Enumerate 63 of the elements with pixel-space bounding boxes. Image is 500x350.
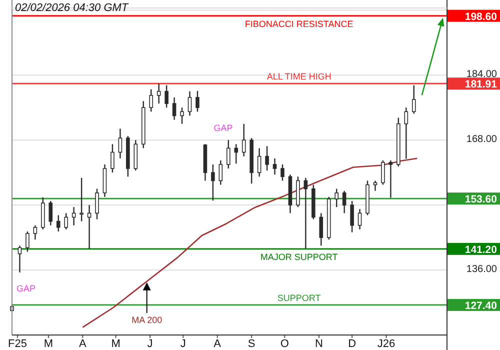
annotation: MAJOR SUPPORT xyxy=(260,252,338,262)
x-tick-label: A xyxy=(78,338,87,350)
candlestick xyxy=(218,160,223,186)
candlestick xyxy=(234,144,238,164)
x-tick-label: M xyxy=(44,338,54,350)
ref-line-label: 181.91 xyxy=(464,78,498,91)
candlestick xyxy=(272,158,277,176)
candlestick xyxy=(242,123,246,157)
x-tick-label: A xyxy=(214,338,222,350)
candlestick xyxy=(110,144,114,174)
ref-line-label: 153.60 xyxy=(464,194,498,206)
x-tick-label: D xyxy=(348,338,356,350)
x-tick-label: F25 xyxy=(8,338,28,350)
y-tick-label: 136.00 xyxy=(466,264,498,276)
candlestick xyxy=(172,96,176,120)
annotation: FIBONACCI RESISTANCE xyxy=(244,18,354,29)
x-tick-label: J xyxy=(180,338,186,350)
candlestick xyxy=(33,224,38,240)
ref-line-label: 141.20 xyxy=(464,244,498,256)
y-tick-label: 168.00 xyxy=(466,134,498,146)
annotation: ALL TIME HIGH xyxy=(266,72,332,82)
candlestick xyxy=(280,164,284,182)
ref-line-label: 198.60 xyxy=(464,10,498,23)
annotation: SUPPORT xyxy=(277,292,322,303)
candlestick xyxy=(26,230,30,252)
candlestick xyxy=(334,188,338,208)
x-tick-label: J xyxy=(147,338,153,350)
x-tick-label: S xyxy=(248,338,256,350)
line-series xyxy=(82,158,418,328)
series-label: MA 200 xyxy=(132,315,162,325)
candlestick xyxy=(226,139,230,170)
candlestick xyxy=(211,164,215,202)
x-tick-label: N xyxy=(314,338,323,350)
candlestick xyxy=(180,106,184,124)
candlestick xyxy=(388,160,393,198)
candlestick xyxy=(319,212,324,246)
x-tick-label: J26 xyxy=(377,338,396,350)
candlestick xyxy=(56,214,60,232)
candlestick xyxy=(48,200,53,226)
candlestick xyxy=(404,106,408,160)
candlestick xyxy=(156,83,161,104)
candlestick xyxy=(257,148,262,178)
candlestick xyxy=(342,190,346,214)
candlestick xyxy=(118,128,122,159)
x-tick-label: M xyxy=(111,338,120,350)
candlestick xyxy=(64,212,68,230)
candlestick xyxy=(358,208,362,230)
ref-line-label: 127.40 xyxy=(464,300,498,312)
candlestick xyxy=(196,90,200,112)
candlestick xyxy=(265,146,269,172)
candlestick xyxy=(149,88,154,112)
candlestick xyxy=(412,84,416,114)
candlestick xyxy=(80,177,84,222)
candlestick xyxy=(164,84,168,108)
annotation: GAP xyxy=(16,284,36,294)
candlestick xyxy=(95,188,99,220)
annotation: GAP xyxy=(214,122,233,133)
x-tick-label: O xyxy=(280,338,290,350)
candlestick xyxy=(381,160,385,186)
y-tick-label: 184.00 xyxy=(466,69,498,80)
candlestick xyxy=(188,90,192,116)
chart-title: 02/02/2026 04:30 GMT xyxy=(15,2,130,14)
candlestick xyxy=(350,200,354,233)
